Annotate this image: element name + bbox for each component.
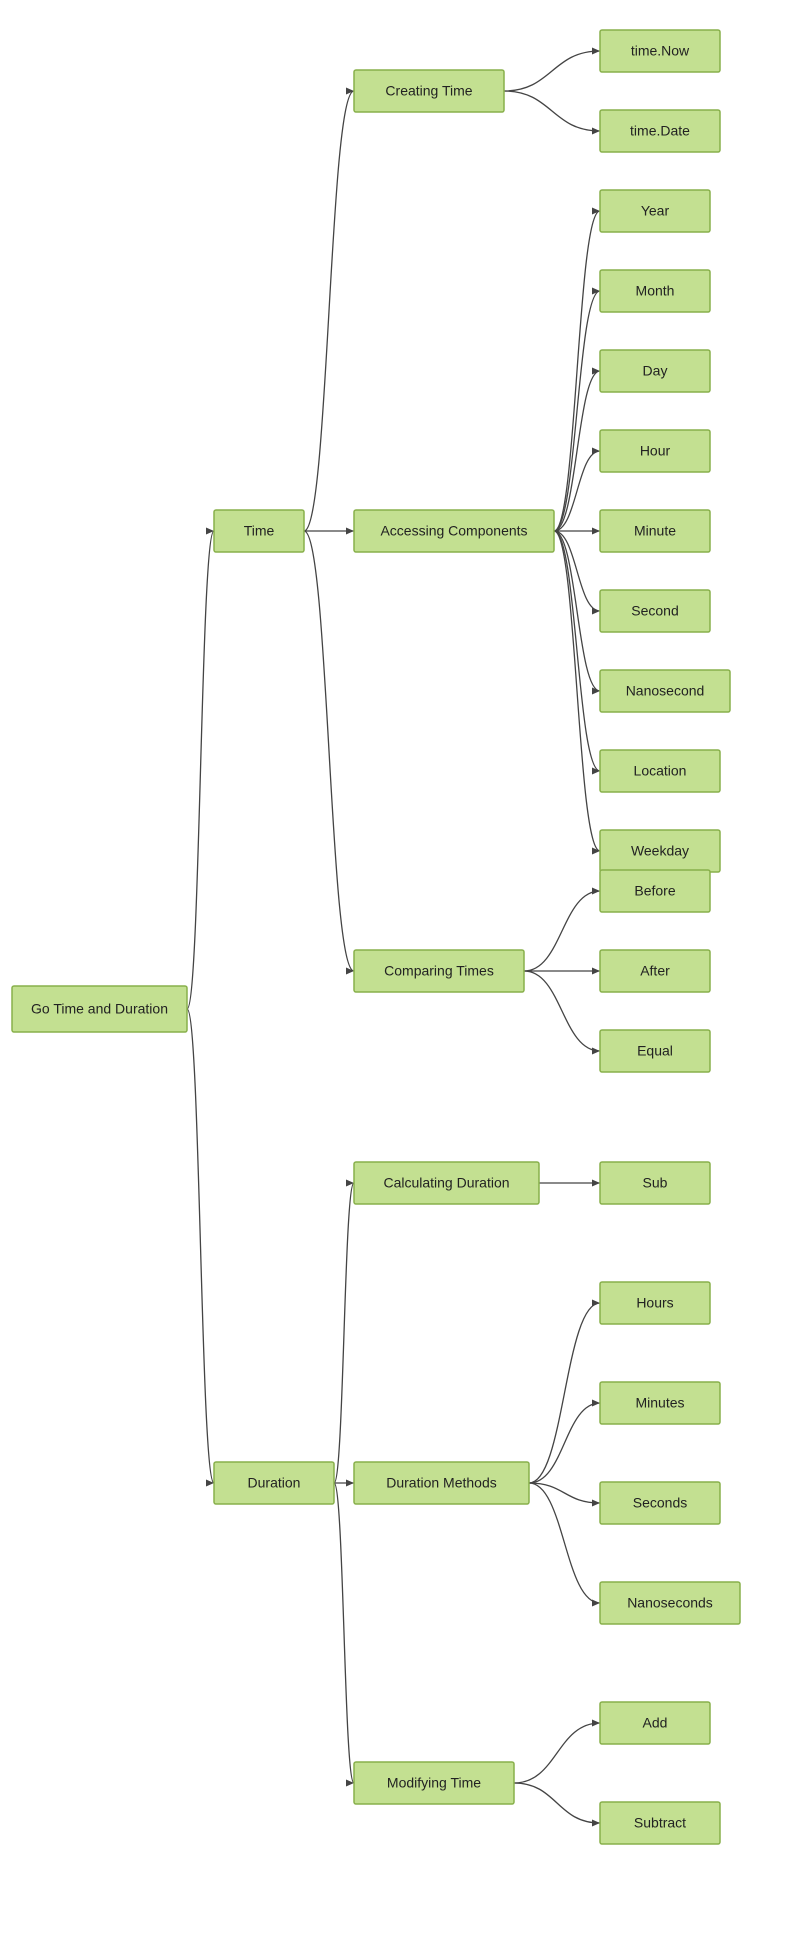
tree-node: Seconds bbox=[600, 1482, 720, 1524]
tree-node-label: Creating Time bbox=[385, 83, 472, 99]
edge bbox=[529, 1483, 600, 1603]
tree-node-label: Calculating Duration bbox=[383, 1175, 509, 1191]
tree-node-label: time.Now bbox=[631, 43, 690, 59]
tree-node: Duration bbox=[214, 1462, 334, 1504]
tree-node: Minute bbox=[600, 510, 710, 552]
edge bbox=[529, 1403, 600, 1483]
edge bbox=[334, 1483, 354, 1783]
edge bbox=[524, 971, 600, 1051]
tree-node-label: Before bbox=[634, 883, 675, 899]
tree-node: Hours bbox=[600, 1282, 710, 1324]
edge bbox=[529, 1303, 600, 1483]
tree-node: Add bbox=[600, 1702, 710, 1744]
tree-node: Month bbox=[600, 270, 710, 312]
edge bbox=[514, 1723, 600, 1783]
tree-node-label: Accessing Components bbox=[380, 523, 527, 539]
edges-layer bbox=[187, 51, 600, 1823]
tree-node-label: Duration Methods bbox=[386, 1475, 497, 1491]
tree-node-label: After bbox=[640, 963, 670, 979]
tree-node-label: Duration bbox=[248, 1475, 301, 1491]
tree-node: Weekday bbox=[600, 830, 720, 872]
edge bbox=[554, 531, 600, 851]
tree-node: Nanosecond bbox=[600, 670, 730, 712]
tree-node: time.Date bbox=[600, 110, 720, 152]
edge bbox=[187, 1009, 214, 1483]
nodes-layer: Go Time and Duration Time Duration Creating… bbox=[12, 30, 740, 1844]
edge bbox=[554, 211, 600, 531]
edge bbox=[554, 531, 600, 771]
tree-node-label: Location bbox=[634, 763, 687, 779]
edge bbox=[304, 91, 354, 531]
tree-node: Minutes bbox=[600, 1382, 720, 1424]
tree-node-label: Go Time and Duration bbox=[31, 1001, 168, 1017]
tree-node: Creating Time bbox=[354, 70, 504, 112]
edge bbox=[504, 51, 600, 91]
tree-node: Before bbox=[600, 870, 710, 912]
tree-node-label: Day bbox=[643, 363, 668, 379]
edge bbox=[504, 91, 600, 131]
tree-node: Day bbox=[600, 350, 710, 392]
edge bbox=[187, 531, 214, 1009]
tree-node: Time bbox=[214, 510, 304, 552]
tree-node: Sub bbox=[600, 1162, 710, 1204]
tree-node-label: Comparing Times bbox=[384, 963, 494, 979]
tree-node: After bbox=[600, 950, 710, 992]
tree-node-label: Time bbox=[244, 523, 275, 539]
edge bbox=[529, 1483, 600, 1503]
tree-node-label: Add bbox=[643, 1715, 668, 1731]
tree-node: Duration Methods bbox=[354, 1462, 529, 1504]
tree-node: Go Time and Duration bbox=[12, 986, 187, 1032]
tree-node: Modifying Time bbox=[354, 1762, 514, 1804]
tree-node: Accessing Components bbox=[354, 510, 554, 552]
tree-node: Equal bbox=[600, 1030, 710, 1072]
tree-node-label: Second bbox=[631, 603, 678, 619]
tree-node: Hour bbox=[600, 430, 710, 472]
tree-node-label: Sub bbox=[643, 1175, 668, 1191]
tree-node-label: Minutes bbox=[635, 1395, 684, 1411]
edge bbox=[554, 291, 600, 531]
edge bbox=[514, 1783, 600, 1823]
edge bbox=[304, 531, 354, 971]
tree-node: Subtract bbox=[600, 1802, 720, 1844]
tree-node: Location bbox=[600, 750, 720, 792]
tree-node: Year bbox=[600, 190, 710, 232]
tree-node-label: Subtract bbox=[634, 1815, 686, 1831]
tree-node-label: Month bbox=[636, 283, 675, 299]
edge bbox=[554, 531, 600, 691]
tree-node-label: Modifying Time bbox=[387, 1775, 481, 1791]
tree-node-label: time.Date bbox=[630, 123, 690, 139]
tree-node-label: Nanoseconds bbox=[627, 1595, 713, 1611]
tree-node-label: Seconds bbox=[633, 1495, 687, 1511]
tree-node: Calculating Duration bbox=[354, 1162, 539, 1204]
tree-node-label: Hours bbox=[636, 1295, 673, 1311]
tree-node-label: Minute bbox=[634, 523, 676, 539]
edge bbox=[524, 891, 600, 971]
tree-node: Comparing Times bbox=[354, 950, 524, 992]
tree-node: Nanoseconds bbox=[600, 1582, 740, 1624]
tree-node: time.Now bbox=[600, 30, 720, 72]
tree-node: Second bbox=[600, 590, 710, 632]
tree-diagram: Go Time and Duration Time Duration Creating… bbox=[0, 0, 800, 1937]
tree-node-label: Weekday bbox=[631, 843, 689, 859]
edge bbox=[554, 371, 600, 531]
tree-node-label: Year bbox=[641, 203, 670, 219]
tree-node-label: Nanosecond bbox=[626, 683, 705, 699]
tree-node-label: Hour bbox=[640, 443, 671, 459]
tree-node-label: Equal bbox=[637, 1043, 673, 1059]
edge bbox=[334, 1183, 354, 1483]
